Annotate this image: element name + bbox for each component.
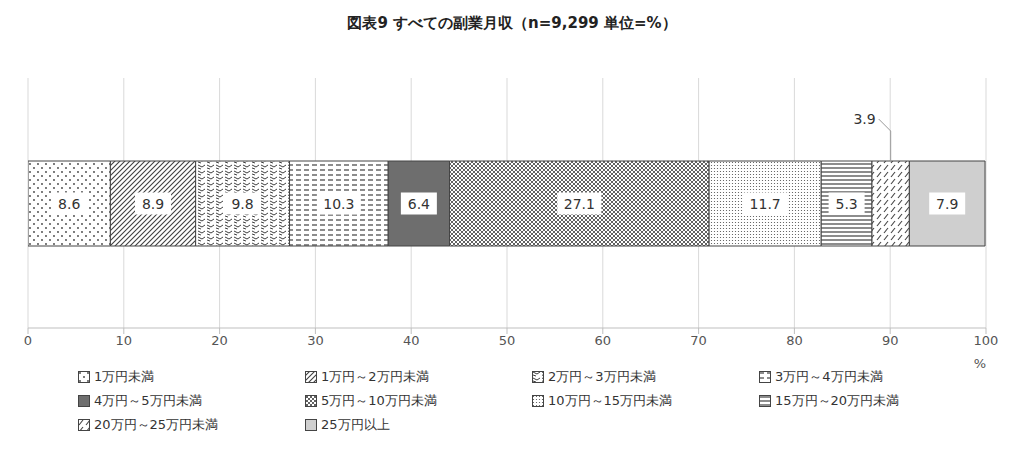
svg-text:9.8: 9.8 — [231, 196, 253, 212]
svg-text:7.9: 7.9 — [936, 196, 958, 212]
svg-text:90: 90 — [882, 333, 899, 348]
html-text:5万円～10万円未満: 5万円～10万円未満 — [321, 393, 437, 408]
html-text:3万円～4万円未満: 3万円～4万円未満 — [775, 369, 883, 384]
svg-text:10: 10 — [116, 333, 133, 348]
html-text:図表9 すべての副業月収（n=9,299 単位=%）: 図表9 すべての副業月収（n=9,299 単位=%） — [347, 14, 677, 32]
svg-text:11.7: 11.7 — [750, 196, 781, 212]
svg-text:40: 40 — [403, 333, 420, 348]
html-text:10万円～15万円未満: 10万円～15万円未満 — [548, 393, 673, 408]
svg-text:%: % — [974, 356, 986, 371]
html-text:1万円～2万円未満: 1万円～2万円未満 — [321, 369, 429, 384]
svg-text:3.9: 3.9 — [853, 111, 875, 127]
svg-text:50: 50 — [499, 333, 516, 348]
svg-text:70: 70 — [690, 333, 707, 348]
svg-text:10.3: 10.3 — [323, 196, 354, 212]
svg-text:80: 80 — [786, 333, 803, 348]
html-text:1万円未満: 1万円未満 — [94, 369, 155, 384]
svg-text:30: 30 — [307, 333, 324, 348]
svg-text:100: 100 — [974, 333, 999, 348]
svg-text:8.9: 8.9 — [142, 196, 164, 212]
svg-text:6.4: 6.4 — [408, 196, 430, 212]
svg-text:5.3: 5.3 — [835, 196, 857, 212]
html-text:15万円～20万円未満: 15万円～20万円未満 — [775, 393, 900, 408]
html-text:2万円～3万円未満: 2万円～3万円未満 — [548, 369, 656, 384]
svg-text:20: 20 — [211, 333, 228, 348]
html-text:4万円～5万円未満: 4万円～5万円未満 — [94, 393, 202, 408]
html-text:20万円～25万円未満: 20万円～25万円未満 — [94, 417, 219, 432]
svg-text:60: 60 — [595, 333, 612, 348]
html-text:25万円以上: 25万円以上 — [321, 417, 390, 432]
svg-text:0: 0 — [24, 333, 32, 348]
svg-text:8.6: 8.6 — [58, 196, 80, 212]
svg-text:27.1: 27.1 — [564, 196, 595, 212]
